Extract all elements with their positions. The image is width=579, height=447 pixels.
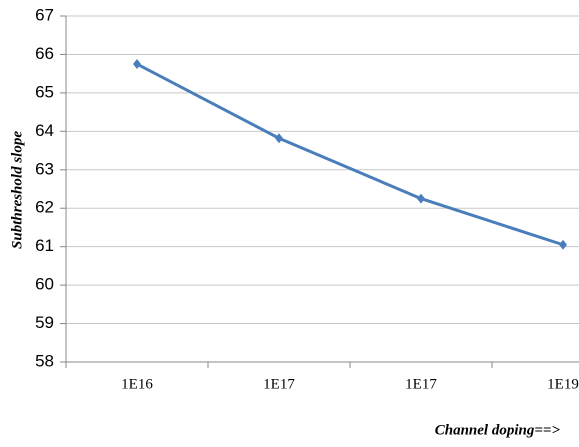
y-tick-label: 67 bbox=[35, 5, 54, 24]
y-tick-label: 60 bbox=[35, 275, 54, 294]
y-tick-label: 63 bbox=[35, 159, 54, 178]
y-axis-title: Subthreshold slope bbox=[9, 131, 25, 249]
y-tick-label: 65 bbox=[35, 82, 54, 101]
x-tick-label: 1E19 bbox=[547, 376, 579, 392]
y-tick-label: 61 bbox=[35, 236, 54, 255]
marker bbox=[133, 59, 141, 70]
y-tick-label: 66 bbox=[35, 44, 54, 63]
y-tick-label: 59 bbox=[35, 313, 54, 332]
x-axis-title: Channel doping==> bbox=[435, 422, 561, 438]
x-tick-label: 1E17 bbox=[405, 376, 437, 392]
line-series bbox=[136, 62, 564, 247]
x-tick-label: 1E16 bbox=[121, 376, 153, 392]
y-tick-label: 58 bbox=[35, 351, 54, 370]
marker bbox=[275, 133, 283, 144]
marker bbox=[559, 239, 567, 250]
marker bbox=[417, 193, 425, 204]
x-tick-label: 1E17 bbox=[263, 376, 295, 392]
y-tick-label: 64 bbox=[35, 121, 54, 140]
y-tick-label: 62 bbox=[35, 198, 54, 217]
